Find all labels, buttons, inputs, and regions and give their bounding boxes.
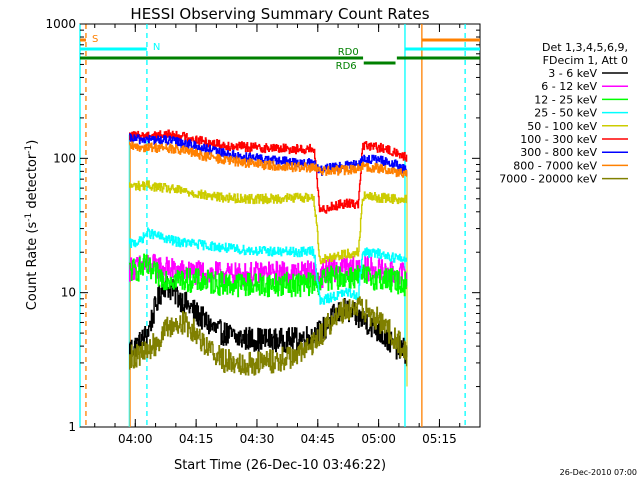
series-line <box>129 227 408 305</box>
legend-label: 100 - 300 keV <box>520 133 597 146</box>
series-line <box>129 129 408 214</box>
series-line <box>129 141 408 178</box>
series-line <box>129 253 408 298</box>
saa-label: S <box>92 34 98 45</box>
legend-label: 6 - 12 keV <box>541 80 597 93</box>
x-tick-label: 04:00 <box>118 432 153 446</box>
legend-label: 800 - 7000 keV <box>513 159 597 172</box>
y-tick-label: 10 <box>61 286 76 300</box>
timestamp: 26-Dec-2010 07:00 <box>560 468 637 477</box>
legend-label: 25 - 50 keV <box>534 107 597 120</box>
chart-title: HESSI Observing Summary Count Rates <box>130 5 429 23</box>
legend-header-2: FDecim 1, Att 0 <box>543 54 628 67</box>
y-axis-label-sup1: -1 <box>24 213 34 222</box>
legend-label: 300 - 800 keV <box>520 146 597 159</box>
y-axis-label-sup2: -1 <box>24 145 34 154</box>
x-tick-label: 04:15 <box>179 432 214 446</box>
series-layer <box>129 129 408 376</box>
y-tick-label: 1000 <box>45 17 76 31</box>
series-line <box>129 296 408 376</box>
x-tick-label: 05:00 <box>361 432 396 446</box>
x-tick-label: 04:30 <box>240 432 275 446</box>
y-tick-label: 100 <box>53 151 76 165</box>
y-ticks: 1 10 100 1000 <box>45 17 480 434</box>
y-axis-label-part2: detector <box>25 153 40 213</box>
y-axis-label: Count Rate (s-1 detector-1) <box>24 140 40 311</box>
legend-label: 7000 - 20000 keV <box>499 173 597 186</box>
y-axis-label-part3: ) <box>25 140 40 145</box>
legend-label: 12 - 25 keV <box>534 93 597 106</box>
legend-label: 3 - 6 keV <box>548 67 597 80</box>
x-tick-label: 05:15 <box>422 432 457 446</box>
x-ticks: 04:00 04:15 04:30 04:45 05:00 05:15 <box>94 24 461 446</box>
rd6-label: RD6 <box>336 61 357 72</box>
rd0-label: RD0 <box>338 47 359 58</box>
x-axis-label: Start Time (26-Dec-10 03:46:22) <box>174 458 386 473</box>
legend-header-1: Det 1,3,4,5,6,9, <box>542 41 628 54</box>
x-tick-label: 04:45 <box>300 432 335 446</box>
y-axis-label-part1: Count Rate (s <box>25 222 40 311</box>
y-tick-label: 1 <box>68 420 76 434</box>
series-line <box>129 276 408 364</box>
legend: Det 1,3,4,5,6,9, FDecim 1, Att 0 3 - 6 k… <box>499 41 628 186</box>
legend-label: 50 - 100 keV <box>527 120 597 133</box>
night-label: N <box>153 42 160 53</box>
series-line <box>129 180 408 265</box>
